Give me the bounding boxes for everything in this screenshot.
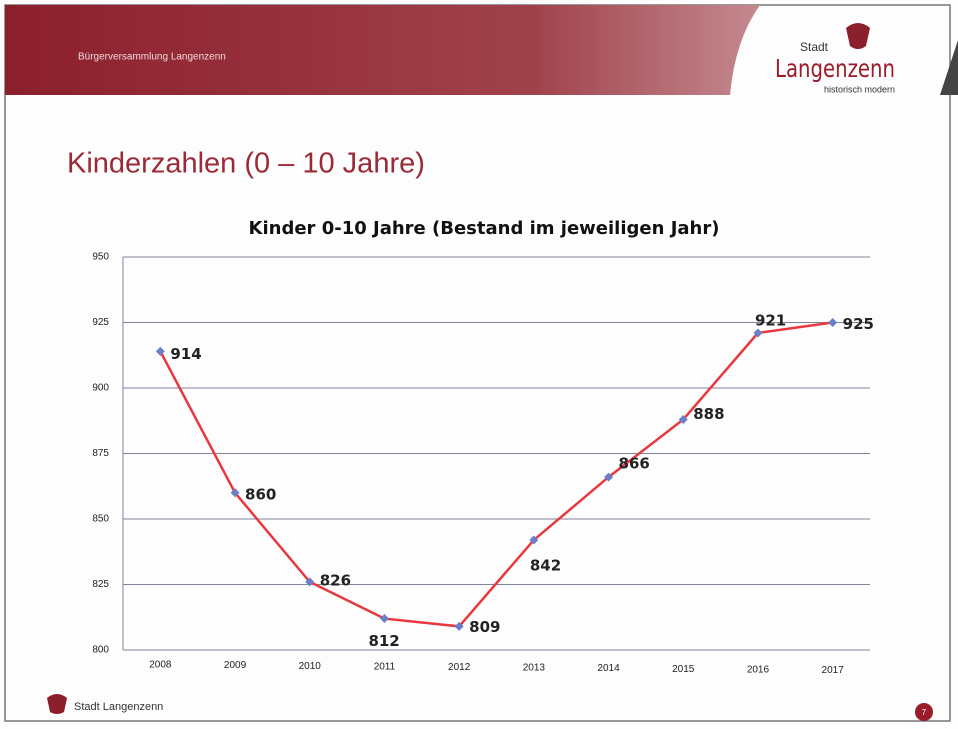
logo-tagline: historisch modern: [824, 84, 895, 94]
y-tick-label: 850: [92, 514, 109, 525]
data-marker: [604, 472, 614, 482]
data-marker: [305, 577, 315, 587]
data-label: 914: [170, 345, 201, 363]
logo-icon: [846, 23, 870, 49]
header-title: Bürgerversammlung Langenzenn: [78, 52, 226, 63]
x-tick-label: 2009: [224, 660, 247, 671]
data-marker: [753, 328, 763, 338]
logo-name: Langenzenn: [775, 54, 895, 83]
x-tick-label: 2014: [597, 663, 620, 674]
data-label: 842: [530, 556, 561, 574]
data-marker: [529, 535, 539, 545]
x-tick-label: 2011: [374, 661, 396, 672]
slide-title: Kinderzahlen (0 – 10 Jahre): [67, 148, 425, 180]
x-tick-label: 2010: [299, 661, 322, 672]
y-tick-label: 875: [92, 448, 109, 459]
data-line: [159, 321, 833, 628]
x-tick-label: 2012: [448, 662, 471, 673]
page-badge: [915, 703, 933, 721]
data-label: 860: [245, 485, 276, 503]
logo-top: Stadt: [800, 40, 829, 54]
x-tick-label: 2013: [523, 663, 546, 674]
data-label: 921: [755, 311, 786, 329]
header-band: [5, 5, 760, 95]
page-number: 7: [922, 708, 927, 717]
data-label: 826: [320, 571, 351, 589]
x-tick-label: 2016: [747, 664, 770, 675]
chart-title: Kinder 0-10 Jahre (Bestand im jeweiligen…: [249, 218, 720, 239]
data-label: 809: [469, 618, 500, 636]
data-marker: [379, 614, 389, 624]
data-label: 888: [693, 405, 724, 423]
data-marker: [678, 414, 688, 424]
x-tick-label: 2017: [822, 665, 845, 676]
data-marker: [230, 488, 240, 498]
y-tick-label: 800: [92, 645, 109, 656]
data-marker: [155, 346, 165, 356]
header-corner: [940, 40, 958, 95]
footer-logo-text: Stadt Langenzenn: [74, 701, 163, 713]
footer-logo-icon: [47, 694, 67, 714]
x-tick-label: 2008: [149, 660, 172, 671]
y-tick-label: 900: [92, 383, 109, 394]
data-marker: [454, 621, 464, 631]
y-tick-label: 925: [92, 317, 109, 328]
data-marker: [828, 318, 838, 327]
data-label: 812: [368, 632, 399, 650]
plot-area: 800 825 850 875 900 925 950 2008 2009 2010 2011 201…: [92, 252, 874, 676]
data-label: 925: [843, 315, 874, 333]
y-tick-label: 950: [92, 252, 109, 263]
x-tick-label: 2015: [672, 664, 695, 675]
data-label: 866: [619, 455, 650, 473]
y-tick-label: 825: [92, 579, 109, 590]
